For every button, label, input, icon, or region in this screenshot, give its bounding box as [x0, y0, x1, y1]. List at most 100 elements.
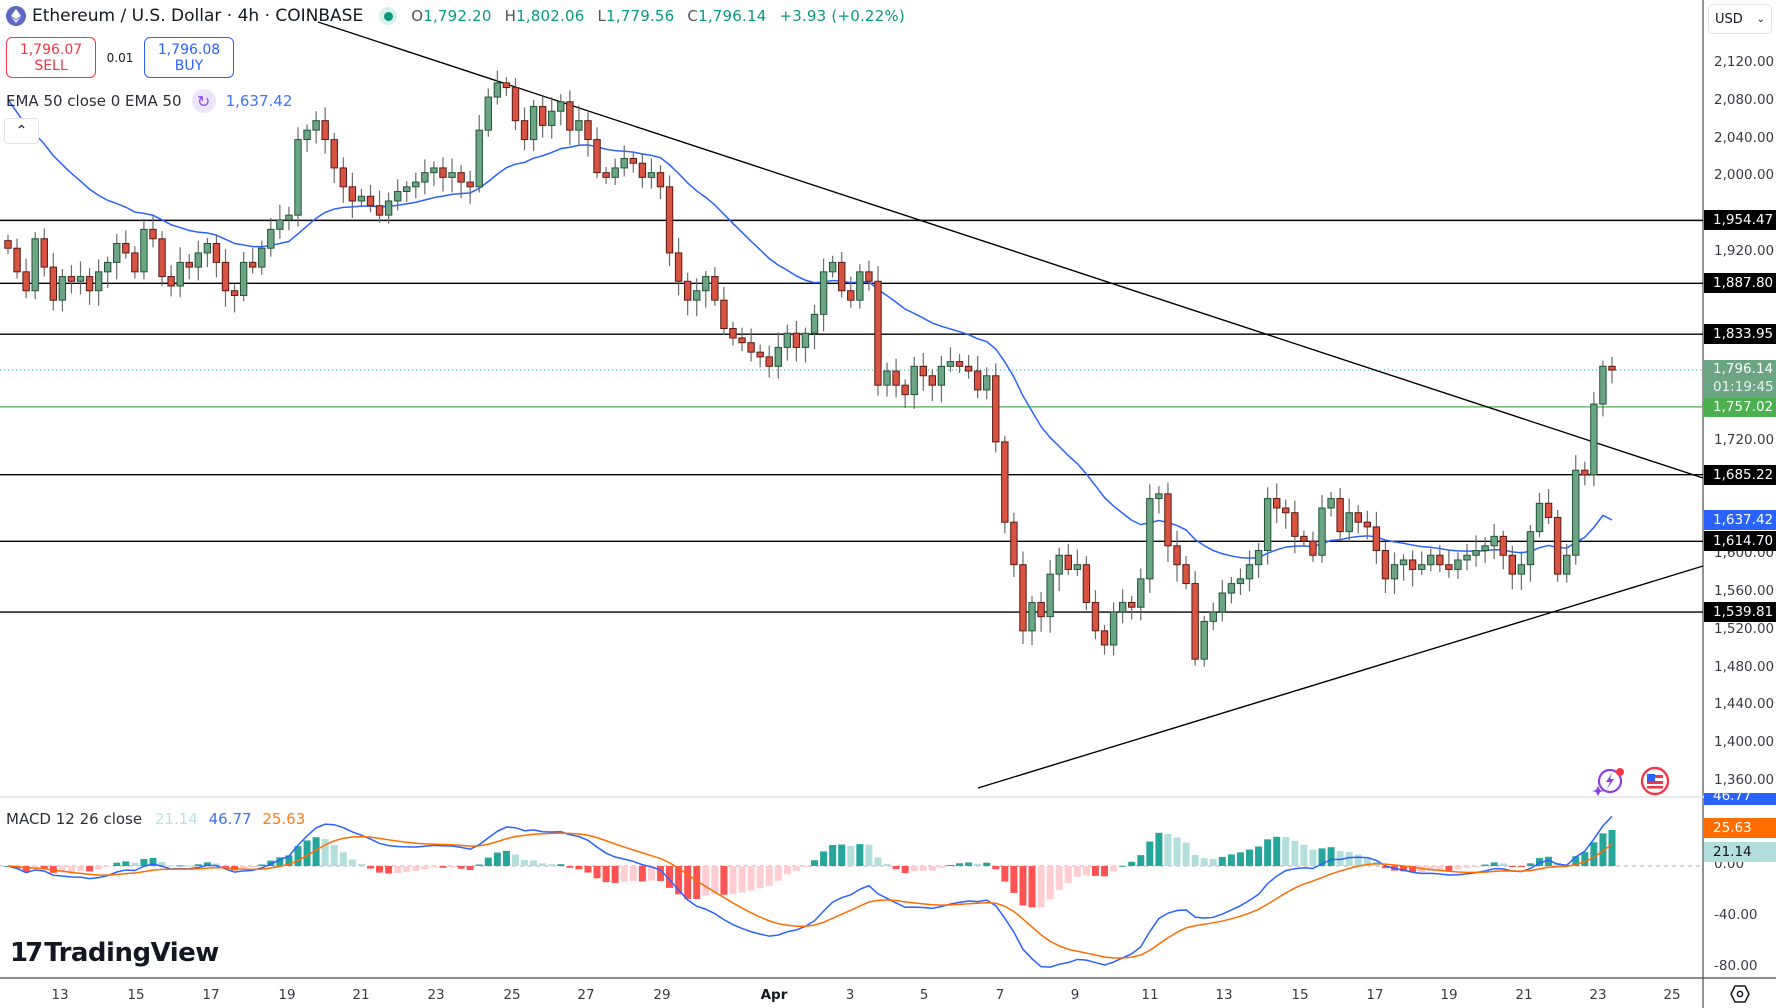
macd-histogram-value: 21.14 [154, 810, 198, 828]
candle-down [992, 375, 1000, 443]
macd-histogram-bar [294, 846, 302, 866]
candle-down [656, 172, 665, 188]
time-tick-label: 25 [1663, 987, 1681, 1003]
tradingview-mark-icon: 17 [10, 938, 43, 968]
candle-down [131, 252, 139, 273]
time-tick-label: 13 [1215, 987, 1233, 1003]
macd-histogram-bar [974, 863, 982, 866]
candle-up [421, 172, 429, 183]
macd-histogram-bar [1572, 856, 1580, 866]
symbol-title[interactable]: Ethereum / U.S. Dollar · 4h · COINBASE [32, 6, 364, 26]
time-tick-label: 23 [427, 987, 445, 1003]
macd-histogram-bar [1400, 866, 1408, 872]
macd-histogram-bar [1427, 866, 1435, 871]
candle-up [1118, 601, 1127, 613]
economic-events-button[interactable] [1640, 766, 1670, 800]
chart-settings-button[interactable] [1728, 982, 1752, 1006]
candle-up [575, 120, 583, 131]
tradingview-logo[interactable]: 17 TradingView [10, 938, 219, 968]
macd-histogram-bar [1499, 863, 1507, 866]
candle-up [1055, 554, 1063, 575]
level-price-tag: 1,954.47 [1704, 210, 1776, 231]
macd-histogram-bar [1019, 866, 1027, 906]
signal-line[interactable] [7, 832, 1613, 959]
macd-histogram-bar [1037, 866, 1045, 908]
collapse-legend-button[interactable]: ⌃ [4, 118, 39, 144]
ema-legend[interactable]: EMA 50 close 0 EMA 50 ↻ 1,637.42 [6, 89, 292, 113]
macd-legend[interactable]: MACD 12 26 close 21.14 46.77 25.63 [6, 810, 305, 828]
candle-up [1572, 469, 1580, 556]
sell-button[interactable]: 1,796.07 SELL [6, 37, 96, 78]
macd-histogram-bar [566, 866, 574, 868]
sell-label: SELL [34, 57, 68, 74]
candle-down [838, 261, 846, 292]
candle-up [239, 261, 248, 296]
candle-up [1526, 531, 1535, 566]
macd-histogram-bar [366, 866, 374, 869]
ema-50-line[interactable] [7, 99, 1613, 559]
candle-down [847, 290, 855, 301]
candle-down [1100, 630, 1109, 646]
macd-histogram-bar [1001, 866, 1009, 882]
ascending-trendline[interactable] [977, 565, 1704, 789]
macd-histogram-bar [321, 839, 329, 866]
macd-histogram-bar [403, 866, 411, 873]
macd-histogram-bar [946, 864, 954, 866]
macd-histogram-bar [312, 837, 320, 866]
candle-up [1155, 493, 1163, 500]
candle-down [511, 87, 520, 122]
candle-up [1245, 564, 1254, 580]
candle-down [538, 106, 547, 126]
level-price-tag: 1,833.95 [1704, 324, 1776, 345]
macd-histogram-bar [865, 844, 873, 866]
high-value: 1,802.06 [516, 7, 585, 25]
candle-up [1327, 498, 1335, 509]
candle-up [1073, 564, 1082, 570]
macd-histogram-bar [1327, 847, 1335, 866]
last-price-tag: 1,796.14 01:19:45 [1704, 359, 1776, 398]
candle-down [122, 242, 130, 254]
macd-histogram-bar [1246, 849, 1254, 866]
macd-histogram-bar [548, 864, 556, 866]
macd-histogram-bar [86, 866, 94, 872]
ai-assistant-button[interactable] [1592, 766, 1626, 800]
candle-up [403, 186, 411, 193]
macd-histogram-bar [1137, 855, 1145, 866]
macd-histogram-bar [203, 862, 211, 866]
candle-down [1300, 535, 1308, 542]
macd-signal-value: 25.63 [262, 810, 306, 828]
candle-down [1128, 601, 1136, 608]
candle-up [103, 261, 112, 273]
macd-histogram-bar [1526, 863, 1534, 866]
refresh-icon[interactable]: ↻ [191, 89, 216, 113]
macd-histogram-bar [783, 866, 791, 875]
descending-trendline[interactable] [317, 21, 1704, 479]
buy-button[interactable]: 1,796.08 BUY [144, 37, 234, 78]
macd-histogram-bar [1336, 851, 1344, 866]
candle-up [883, 370, 891, 386]
candle-down [158, 238, 166, 278]
macd-histogram-bar [829, 844, 837, 866]
macd-line[interactable] [7, 815, 1613, 968]
macd-histogram-bar [511, 854, 519, 866]
time-tick-label: 13 [51, 987, 69, 1003]
time-tick-label: 19 [278, 987, 296, 1003]
macd-histogram-bar [675, 866, 683, 895]
candle-down [1291, 512, 1299, 537]
currency-selector[interactable]: USD ⌄ [1708, 4, 1772, 34]
candle-down [865, 271, 873, 282]
candle-up [1417, 564, 1426, 570]
time-tick-label: 21 [1515, 987, 1533, 1003]
macd-histogram-bar [602, 866, 610, 883]
candle-down [230, 290, 239, 296]
candle-down [1499, 535, 1507, 556]
candle-down [1445, 564, 1453, 570]
macd-histogram-bar [747, 866, 755, 891]
macd-histogram-bar [892, 866, 900, 870]
horizontal-levels [0, 219, 1703, 867]
macd-histogram-bar [1191, 854, 1199, 866]
macd-histogram-bar [801, 866, 809, 867]
candle-up [1318, 507, 1326, 556]
macd-label: MACD 12 26 close [6, 810, 143, 828]
